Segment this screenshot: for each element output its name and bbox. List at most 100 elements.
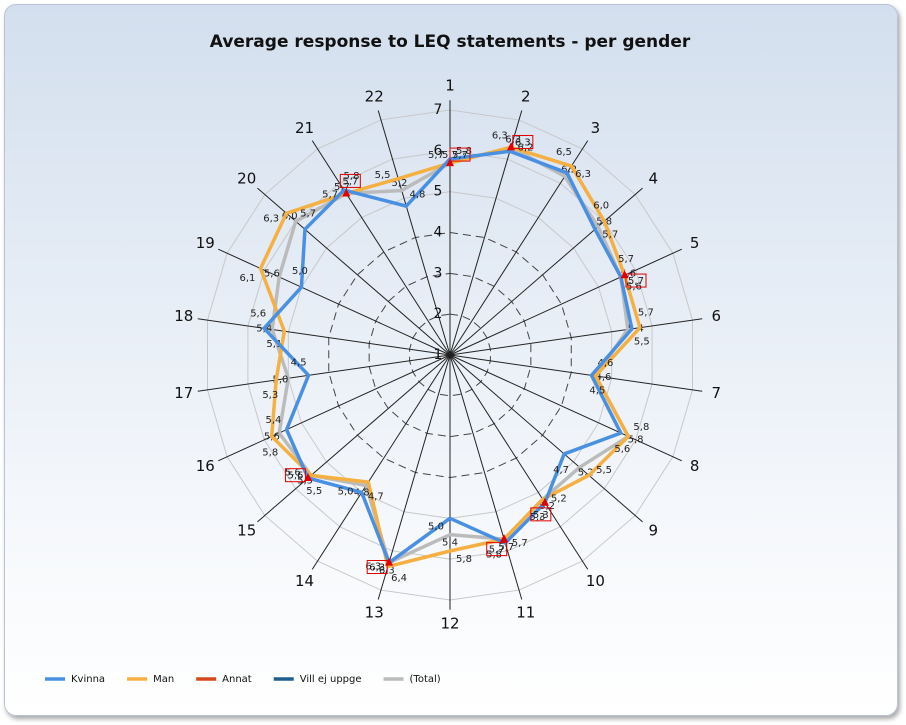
axis-spoke bbox=[449, 248, 682, 356]
value-label: 5,6 bbox=[264, 269, 280, 280]
axis-spoke bbox=[311, 354, 451, 570]
value-label: 5,2 bbox=[391, 178, 407, 189]
axis-spoke bbox=[257, 187, 451, 356]
legend-label: Kvinna bbox=[71, 674, 105, 685]
value-label: 5,7 bbox=[452, 150, 468, 161]
value-label: 5,0 bbox=[338, 487, 354, 498]
r-tick-label: 3 bbox=[434, 265, 443, 281]
legend-label: Annat bbox=[222, 674, 252, 685]
value-label: 4,8 bbox=[410, 189, 426, 200]
category-label: 10 bbox=[586, 572, 605, 590]
value-label: 5,5 bbox=[306, 486, 322, 497]
r-tick-label: 5 bbox=[434, 184, 443, 200]
value-label: 5,4 bbox=[266, 415, 282, 426]
category-label: 17 bbox=[174, 384, 193, 402]
series-marker bbox=[342, 188, 351, 197]
value-label-box bbox=[449, 147, 471, 162]
category-label: 1 bbox=[445, 77, 455, 95]
value-label: 5,7 bbox=[638, 308, 654, 319]
category-label: 19 bbox=[196, 234, 215, 252]
value-label: 6,0 bbox=[282, 211, 298, 222]
value-label: 5,3 bbox=[262, 390, 278, 401]
r-tick-label: 7 bbox=[434, 102, 443, 118]
value-label: 4,6 bbox=[595, 372, 611, 383]
value-label: 5,3 bbox=[533, 510, 549, 521]
value-label: 6,3 bbox=[365, 561, 381, 572]
category-label: 15 bbox=[237, 522, 256, 540]
value-label-box bbox=[284, 468, 306, 483]
category-label: 14 bbox=[295, 572, 314, 590]
value-label: 5,0 bbox=[428, 521, 444, 532]
value-label: 6,2 bbox=[561, 165, 577, 176]
value-label: 5,7 bbox=[489, 545, 505, 556]
value-label: 6,1 bbox=[240, 273, 256, 284]
series-line bbox=[262, 149, 634, 565]
value-label: 5,7 bbox=[628, 276, 644, 287]
series-marker bbox=[500, 534, 509, 543]
value-label: 5,8 bbox=[456, 554, 472, 565]
value-label: 5,7 bbox=[512, 538, 528, 549]
category-label: 22 bbox=[365, 87, 384, 105]
category-label: 13 bbox=[365, 604, 384, 622]
value-label-box bbox=[625, 273, 647, 288]
category-label: 3 bbox=[591, 119, 601, 137]
series-marker bbox=[446, 158, 454, 167]
value-label: 5,1 bbox=[266, 339, 282, 350]
value-label: 6,4 bbox=[391, 573, 407, 584]
chart-title: Average response to LEQ statements - per… bbox=[210, 32, 691, 52]
category-label: 8 bbox=[690, 457, 700, 475]
value-label: 5,8 bbox=[262, 447, 278, 458]
value-label: 5,8 bbox=[628, 435, 644, 446]
value-label-box bbox=[366, 560, 388, 575]
value-label: 5,5 bbox=[375, 170, 391, 181]
value-label: 4,5 bbox=[291, 358, 307, 369]
value-label: 5,4 bbox=[628, 323, 644, 334]
series-line bbox=[258, 145, 642, 569]
category-label: 21 bbox=[295, 119, 314, 137]
category-label: 6 bbox=[711, 307, 721, 325]
value-label: 5,3 bbox=[530, 512, 546, 523]
value-label: 5,6 bbox=[287, 471, 303, 482]
r-tick-label: 4 bbox=[434, 225, 443, 241]
r-tick-label: 6 bbox=[434, 143, 443, 159]
value-label: 4,5 bbox=[589, 385, 605, 396]
value-label: 5,0 bbox=[292, 266, 308, 277]
r-tick-label: 2 bbox=[434, 306, 443, 322]
value-label: 5,7 bbox=[322, 189, 338, 200]
axis-spoke bbox=[218, 248, 451, 356]
axis-spoke bbox=[449, 354, 589, 570]
category-label: 9 bbox=[649, 522, 659, 540]
value-label: 5,0 bbox=[272, 374, 288, 385]
legend-label: Man bbox=[153, 674, 174, 685]
value-label: 5,4 bbox=[442, 538, 458, 549]
category-label: 16 bbox=[196, 457, 215, 475]
value-label-box bbox=[530, 507, 552, 522]
value-label: 4,7 bbox=[368, 491, 384, 502]
axis-spoke bbox=[449, 354, 523, 600]
value-label: 5,7 bbox=[428, 150, 444, 161]
series-marker bbox=[620, 270, 629, 279]
value-label: 6,3 bbox=[263, 214, 279, 225]
legend-label: Vill ej uppge bbox=[300, 674, 362, 685]
category-label: 12 bbox=[440, 615, 459, 633]
r-tick-label: 1 bbox=[434, 347, 443, 363]
axis-spoke bbox=[449, 354, 643, 523]
series-marker bbox=[540, 497, 549, 506]
value-label-box bbox=[486, 542, 508, 557]
category-label: 18 bbox=[174, 307, 193, 325]
value-label: 5,7 bbox=[602, 230, 618, 241]
value-label: 5,7 bbox=[300, 209, 316, 220]
value-label: 5,6 bbox=[614, 444, 630, 455]
value-label: 5,7 bbox=[342, 176, 358, 187]
value-label: 4,6 bbox=[597, 358, 613, 369]
value-label: 5,8 bbox=[456, 146, 472, 157]
value-label: 5,8 bbox=[633, 422, 649, 433]
value-label: 4,7 bbox=[553, 465, 569, 476]
value-label: 5,2 bbox=[578, 468, 594, 479]
value-label: 5,2 bbox=[539, 501, 555, 512]
value-label: 6,0 bbox=[593, 200, 609, 211]
axis-spoke bbox=[449, 354, 682, 462]
category-label: 4 bbox=[649, 169, 659, 187]
axis-spoke bbox=[311, 140, 451, 356]
value-label: 5,5 bbox=[596, 465, 612, 476]
